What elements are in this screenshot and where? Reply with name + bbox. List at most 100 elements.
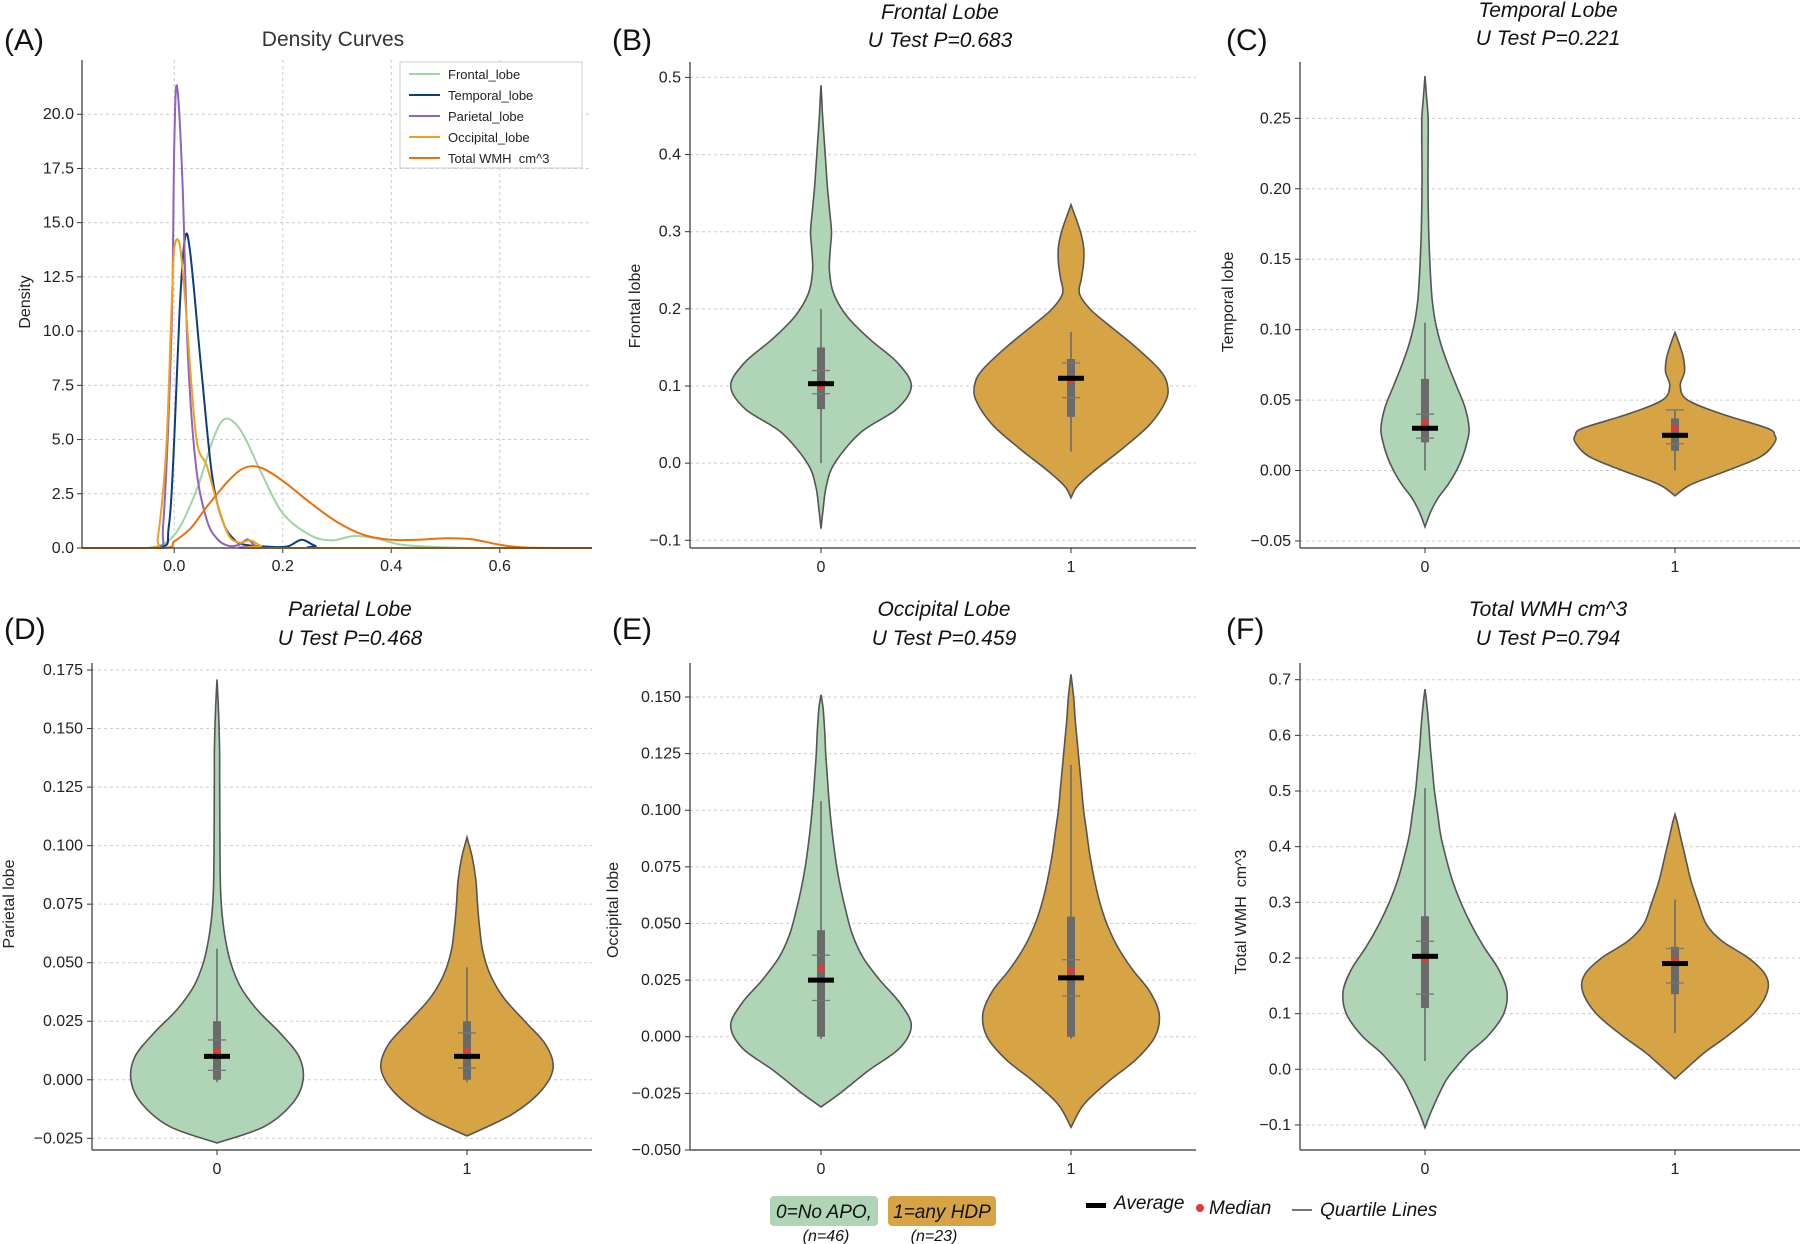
legend-label-occipital: Occipital_lobe bbox=[448, 130, 530, 145]
panel-b-ytick-label: 0.4 bbox=[659, 147, 681, 164]
density-curve-temporal-lobe bbox=[81, 232, 592, 550]
iqr-box-group-0 bbox=[817, 347, 825, 410]
panel-c-ytick-label: −0.05 bbox=[1251, 533, 1292, 550]
median-dot-group-0 bbox=[817, 965, 825, 973]
legend-entry-frontal: Frontal_lobe bbox=[409, 67, 520, 82]
legend-entry-occipital: Occipital_lobe bbox=[409, 130, 530, 145]
panel-c-ytick-label: 0.25 bbox=[1260, 110, 1291, 127]
panel-a-xtick-label: 0.2 bbox=[272, 558, 294, 575]
density-curve-total-wmh-cm-3 bbox=[81, 465, 593, 550]
legend-label-total-wmh: Total WMH cm^3 bbox=[448, 151, 549, 166]
panel-d-ytick-label: 0.025 bbox=[43, 1013, 83, 1030]
mean-bar-group-1 bbox=[1662, 961, 1688, 967]
panel-c-ylabel: Temporal lobe bbox=[1220, 252, 1237, 353]
panel-c-ytick-label: 0.20 bbox=[1260, 181, 1291, 198]
violin-group-0 bbox=[129, 679, 305, 1144]
mean-bar-group-1 bbox=[1662, 432, 1688, 438]
panel-a-ytick-label: 20.0 bbox=[43, 106, 74, 123]
median-dot-group-1 bbox=[463, 1048, 471, 1056]
panel-c-xtick-label: 1 bbox=[1671, 559, 1680, 576]
median-dot-group-0 bbox=[1421, 419, 1429, 427]
panel-e-ytick-label: 0.025 bbox=[641, 972, 681, 989]
panel-b-xtick-label: 0 bbox=[817, 559, 826, 576]
panel-d-ytick-label: −0.025 bbox=[34, 1130, 83, 1147]
panel-d-ytick-label: 0.075 bbox=[43, 896, 83, 913]
panel-a-ytick-label: 17.5 bbox=[43, 160, 74, 177]
panel-b-ytick-label: −0.1 bbox=[649, 532, 681, 549]
legend-label-parietal: Parietal_lobe bbox=[448, 109, 524, 124]
panel-b-plot: −0.1 0.0 0.1 0.2 0.3 0.4 0.5 0 1 bbox=[649, 62, 1196, 576]
panel-e-ytick-label: 0.125 bbox=[641, 746, 681, 763]
panel-f-plot: −0.1 0.0 0.1 0.2 0.3 0.4 0.5 0.6 0.7 0 1 bbox=[1259, 663, 1800, 1178]
panel-a: (A) Density Curves Density 0.0 2.5 5.0 7.5 1… bbox=[4, 24, 593, 575]
panel-d-title-line2: U Test P=0.468 bbox=[278, 627, 423, 650]
panel-a-xtick-label: 0.4 bbox=[380, 558, 402, 575]
panel-c-ytick-label: 0.15 bbox=[1260, 251, 1291, 268]
panel-e-ytick-label: 0.100 bbox=[641, 802, 681, 819]
panel-c-letter: (C) bbox=[1226, 24, 1268, 57]
median-dot-group-1 bbox=[1067, 967, 1075, 975]
iqr-box-group-0 bbox=[817, 930, 825, 1037]
panel-d-ytick-label: 0.125 bbox=[43, 779, 83, 796]
panel-e-title-line2: U Test P=0.459 bbox=[872, 627, 1017, 650]
average-marker bbox=[1086, 1203, 1106, 1208]
panel-b-title-line2: U Test P=0.683 bbox=[868, 29, 1013, 52]
quartile-label: Quartile Lines bbox=[1320, 1200, 1438, 1221]
panel-f-title-line1: Total WMH cm^3 bbox=[1469, 598, 1628, 621]
violin-group-0 bbox=[729, 85, 913, 529]
panel-f-ytick-label: 0.1 bbox=[1269, 1006, 1291, 1023]
panel-a-ytick-label: 0.0 bbox=[52, 540, 74, 557]
panel-c-ytick-label: 0.10 bbox=[1260, 322, 1291, 339]
mean-bar-group-1 bbox=[1058, 975, 1084, 981]
panel-e-xtick-label: 0 bbox=[817, 1161, 826, 1178]
panel-f-ylabel: Total WMH cm^3 bbox=[1233, 849, 1250, 974]
panel-d-ylabel: Parietal lobe bbox=[1, 859, 18, 948]
panel-e-letter: (E) bbox=[612, 613, 652, 646]
panel-f-xtick-label: 1 bbox=[1671, 1161, 1680, 1178]
iqr-box-group-1 bbox=[1067, 359, 1075, 417]
group0-label: 0=No APO, bbox=[776, 1202, 872, 1223]
panel-d-xtick-label: 0 bbox=[213, 1161, 222, 1178]
panel-a-letter: (A) bbox=[4, 24, 44, 57]
median-label: Median bbox=[1209, 1198, 1271, 1219]
panel-a-xtick-label: 0.0 bbox=[163, 558, 185, 575]
median-dot-group-0 bbox=[213, 1048, 221, 1056]
group1-label: 1=any HDP bbox=[893, 1202, 991, 1223]
panel-b-title-line1: Frontal Lobe bbox=[881, 1, 999, 24]
panel-a-ylabel: Density bbox=[17, 275, 34, 328]
panel-d-plot: −0.025 0.000 0.025 0.050 0.075 0.100 0.125 0.15… bbox=[34, 662, 592, 1178]
panel-d-xtick-label: 1 bbox=[463, 1161, 472, 1178]
legend-label-frontal: Frontal_lobe bbox=[448, 67, 520, 82]
panel-e: (E) Occipital Lobe U Test P=0.459 Occipi… bbox=[605, 598, 1196, 1178]
legend-entry-temporal: Temporal_lobe bbox=[409, 88, 533, 103]
panel-f: (F) Total WMH cm^3 U Test P=0.794 Total … bbox=[1226, 598, 1800, 1178]
panel-e-ylabel: Occipital lobe bbox=[605, 862, 622, 958]
panel-c-title-line2: U Test P=0.221 bbox=[1476, 27, 1621, 50]
iqr-box-group-1 bbox=[1671, 946, 1679, 995]
panel-d-ytick-label: 0.175 bbox=[43, 662, 83, 679]
panel-e-ytick-label: −0.050 bbox=[632, 1142, 681, 1159]
panel-a-ytick-label: 2.5 bbox=[52, 486, 74, 503]
mean-bar-group-1 bbox=[1058, 375, 1084, 381]
footer-legend: 0=No APO, (n=46) 1=any HDP (n=23) Averag… bbox=[770, 1193, 1438, 1244]
panel-e-plot: −0.050 −0.025 0.000 0.025 0.050 0.075 0.100 0.1… bbox=[632, 663, 1196, 1178]
median-marker bbox=[1196, 1204, 1204, 1212]
panel-e-ytick-label: −0.025 bbox=[632, 1085, 681, 1102]
panel-e-title-line1: Occipital Lobe bbox=[877, 598, 1010, 621]
panel-d-title-line1: Parietal Lobe bbox=[288, 598, 412, 621]
panel-d-letter: (D) bbox=[4, 613, 46, 646]
panel-e-ytick-label: 0.150 bbox=[641, 689, 681, 706]
legend-entry-parietal: Parietal_lobe bbox=[409, 109, 524, 124]
density-curve-frontal-lobe bbox=[81, 417, 592, 550]
mean-bar-group-0 bbox=[808, 977, 834, 983]
panel-c-title-line1: Temporal Lobe bbox=[1478, 0, 1617, 22]
panel-a-ytick-label: 15.0 bbox=[43, 215, 74, 232]
panel-f-xtick-label: 0 bbox=[1421, 1161, 1430, 1178]
panel-a-xtick-label: 0.6 bbox=[489, 558, 511, 575]
mean-bar-group-0 bbox=[1412, 425, 1438, 431]
panel-c-ytick-label: 0.05 bbox=[1260, 392, 1291, 409]
panel-a-ytick-label: 10.0 bbox=[43, 323, 74, 340]
panel-a-ytick-label: 12.5 bbox=[43, 269, 74, 286]
panel-f-title-line2: U Test P=0.794 bbox=[1476, 627, 1621, 650]
